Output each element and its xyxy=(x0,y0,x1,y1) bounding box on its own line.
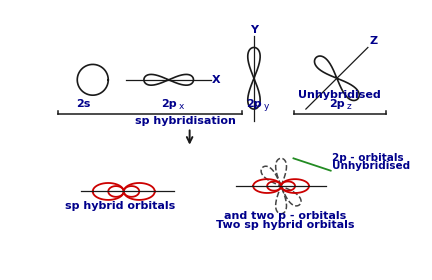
Text: Y: Y xyxy=(250,25,258,35)
Text: Unhybridised: Unhybridised xyxy=(332,161,410,171)
Text: 2p: 2p xyxy=(161,99,177,109)
Text: Unhybridised: Unhybridised xyxy=(298,90,381,100)
Text: X: X xyxy=(212,75,221,85)
Text: z: z xyxy=(347,102,352,111)
Text: y: y xyxy=(264,102,270,111)
Text: 2p: 2p xyxy=(246,99,262,109)
Text: x: x xyxy=(179,102,184,111)
Text: and two p - orbitals: and two p - orbitals xyxy=(224,211,346,221)
Text: Two sp hybrid orbitals: Two sp hybrid orbitals xyxy=(216,220,354,230)
Text: sp hybridisation: sp hybridisation xyxy=(135,116,236,126)
Text: 2p - orbitals: 2p - orbitals xyxy=(332,153,404,163)
Text: sp hybrid orbitals: sp hybrid orbitals xyxy=(65,201,175,211)
Text: 2s: 2s xyxy=(76,99,90,109)
Text: Z: Z xyxy=(369,36,378,46)
Text: 2p: 2p xyxy=(329,99,345,109)
